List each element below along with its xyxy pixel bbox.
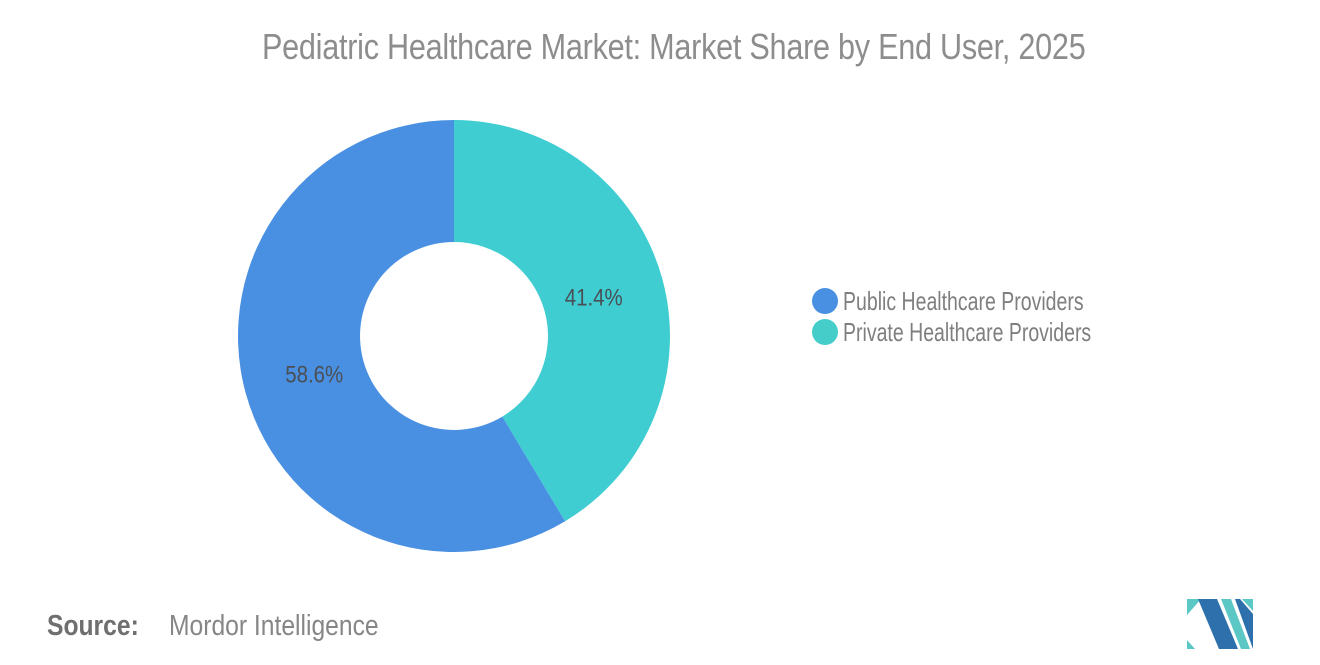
legend: Public Healthcare Providers Private Heal… [812,285,1174,350]
legend-label-private: Private Healthcare Providers [843,316,1092,347]
logo-shape [1198,599,1238,649]
logo-shape [1187,640,1195,649]
legend-swatch-public-icon [812,288,838,314]
legend-label-public: Public Healthcare Providers [843,285,1084,316]
logo-shape [1235,599,1253,649]
source-label: Source: [47,610,139,642]
logo-shape [1242,599,1253,611]
chart-title: Pediatric Healthcare Market: Market Shar… [262,26,1086,67]
source-text: Mordor Intelligence [168,610,379,642]
logo-shape [1221,599,1250,649]
legend-item-private: Private Healthcare Providers [812,316,1174,347]
slice-label-1: 41.4% [565,284,623,311]
mordor-intelligence-logo [1187,599,1253,649]
pie-slice-1 [454,120,670,522]
donut-chart: 58.6% 41.4% [238,120,670,552]
logo-shape [1187,599,1201,615]
source-line: Source: Mordor Intelligence [47,610,416,643]
legend-item-public: Public Healthcare Providers [812,285,1174,316]
legend-swatch-private-icon [812,319,838,345]
slice-label-0: 58.6% [285,362,343,389]
pie-slice-0 [238,120,566,552]
